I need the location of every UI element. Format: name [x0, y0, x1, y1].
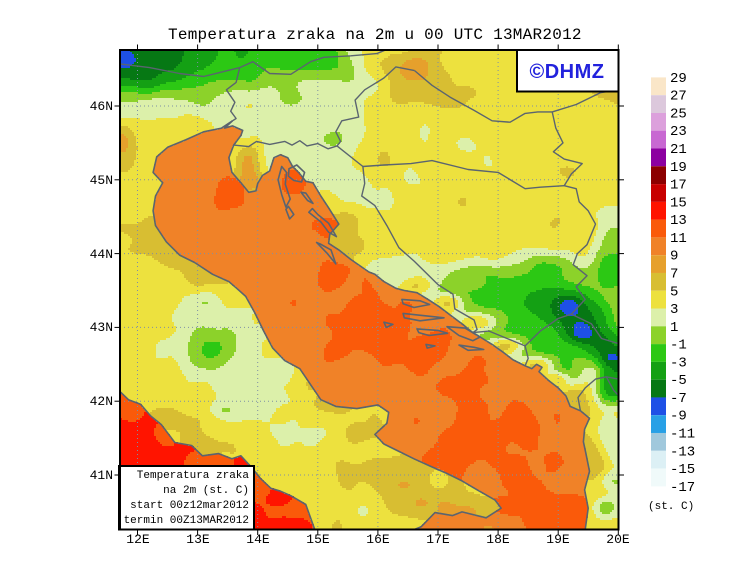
- svg-text:-9: -9: [670, 409, 687, 425]
- svg-text:13E: 13E: [186, 532, 210, 547]
- svg-text:27: 27: [670, 89, 687, 105]
- svg-text:-13: -13: [670, 444, 695, 460]
- svg-text:29: 29: [670, 71, 687, 87]
- svg-text:-5: -5: [670, 373, 687, 389]
- svg-text:44N: 44N: [90, 247, 113, 262]
- svg-text:17E: 17E: [426, 532, 450, 547]
- svg-text:3: 3: [670, 302, 678, 318]
- svg-text:42N: 42N: [90, 394, 113, 409]
- svg-text:19E: 19E: [546, 532, 570, 547]
- svg-text:18E: 18E: [486, 532, 510, 547]
- svg-text:Temperatura zraka: Temperatura zraka: [137, 470, 250, 482]
- svg-text:21: 21: [670, 142, 687, 158]
- svg-text:-7: -7: [670, 391, 687, 407]
- svg-text:termin 00Z13MAR2012: termin 00Z13MAR2012: [124, 515, 249, 527]
- svg-text:20E: 20E: [606, 532, 630, 547]
- svg-text:-15: -15: [670, 462, 695, 478]
- svg-text:-1: -1: [670, 338, 687, 354]
- svg-text:12E: 12E: [126, 532, 150, 547]
- svg-text:45N: 45N: [90, 173, 113, 188]
- svg-text:19: 19: [670, 160, 687, 176]
- svg-text:15: 15: [670, 195, 687, 211]
- svg-text:7: 7: [670, 267, 678, 283]
- svg-text:41N: 41N: [90, 468, 113, 483]
- svg-text:16E: 16E: [366, 532, 390, 547]
- svg-text:-17: -17: [670, 480, 695, 496]
- svg-text:13: 13: [670, 213, 687, 229]
- svg-text:start 00z12mar2012: start 00z12mar2012: [130, 500, 249, 512]
- svg-text:17: 17: [670, 178, 687, 194]
- svg-text:-11: -11: [670, 427, 695, 443]
- svg-text:-3: -3: [670, 355, 687, 371]
- svg-text:23: 23: [670, 124, 687, 140]
- svg-text:14E: 14E: [246, 532, 270, 547]
- svg-text:Temperatura zraka na 2m u 00 U: Temperatura zraka na 2m u 00 UTC 13MAR20…: [168, 26, 582, 44]
- svg-text:1: 1: [670, 320, 678, 336]
- svg-text:46N: 46N: [90, 99, 113, 114]
- svg-text:9: 9: [670, 249, 678, 265]
- svg-text:na 2m (st. C): na 2m (st. C): [163, 485, 249, 497]
- svg-text:43N: 43N: [90, 320, 113, 335]
- svg-text:25: 25: [670, 107, 687, 123]
- svg-text:15E: 15E: [306, 532, 330, 547]
- svg-text:5: 5: [670, 284, 678, 300]
- svg-text:©DHMZ: ©DHMZ: [530, 61, 605, 83]
- svg-text:(st. C): (st. C): [648, 501, 694, 513]
- svg-text:11: 11: [670, 231, 687, 247]
